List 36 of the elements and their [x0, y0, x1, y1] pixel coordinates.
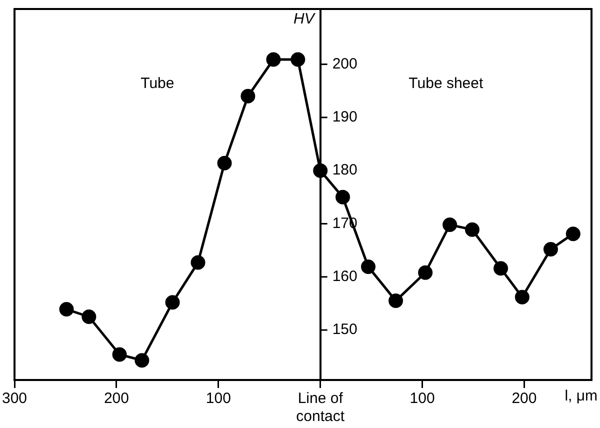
- point: [82, 310, 96, 324]
- point: [514, 290, 530, 304]
- point: [418, 265, 433, 280]
- annotation: Tube: [140, 75, 174, 92]
- point: [494, 261, 508, 276]
- point: [336, 190, 350, 204]
- point: [313, 163, 328, 178]
- point: [566, 226, 580, 242]
- y-axis-title: HV: [293, 10, 316, 28]
- point: [543, 242, 558, 256]
- x-tick-label: 200: [104, 390, 129, 408]
- point: [190, 255, 206, 270]
- point: [266, 52, 281, 67]
- x-axis-title: l, μm: [564, 388, 598, 405]
- point: [290, 52, 306, 67]
- point: [442, 218, 458, 232]
- y-tick-label: 180: [332, 162, 358, 179]
- x-tick-label: 300: [2, 390, 28, 408]
- point: [361, 260, 376, 274]
- y-tick-label: 150: [332, 321, 358, 338]
- point: [134, 353, 150, 368]
- y-tick-label: 160: [332, 268, 358, 286]
- x-tick-label: 100: [206, 390, 231, 408]
- point: [165, 295, 180, 310]
- point: [217, 156, 232, 170]
- x-tick-label: 100: [410, 390, 435, 408]
- annotation: Tube sheet: [408, 75, 484, 92]
- x-tick-label: 200: [512, 390, 537, 408]
- point: [464, 222, 480, 237]
- point: [240, 88, 256, 104]
- point: [59, 302, 74, 317]
- x-tick-label: Line of contact: [296, 390, 346, 426]
- y-tick-label: 190: [332, 108, 358, 126]
- y-tick-label: 200: [332, 55, 358, 72]
- point: [388, 294, 404, 308]
- point: [112, 347, 127, 362]
